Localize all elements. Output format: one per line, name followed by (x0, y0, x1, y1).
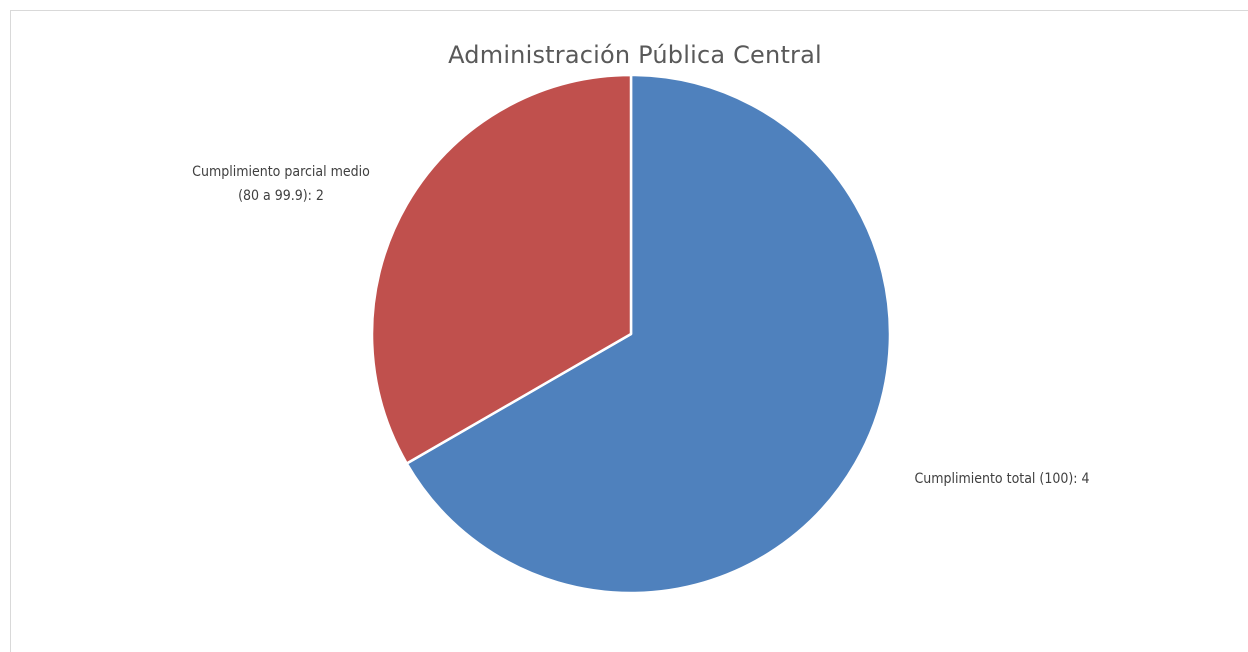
pie-slice-0 (405, 73, 892, 595)
slice-label-cumplimiento-parcial-line2: (80 a 99.9): 2 (238, 188, 324, 204)
pie-slice-1 (370, 73, 633, 465)
chart-title: Administración Pública Central (11, 41, 1248, 69)
slice-label-cumplimiento-total: Cumplimiento total (100): 4 (914, 471, 1089, 487)
slice-labels: Cumplimiento total (100): 4 Cumplimiento… (192, 164, 1089, 487)
slice-label-cumplimiento-parcial-line1: Cumplimiento parcial medio (192, 164, 370, 180)
chart-title-text: Administración Pública Central (448, 41, 822, 69)
pie-slices (370, 73, 892, 595)
